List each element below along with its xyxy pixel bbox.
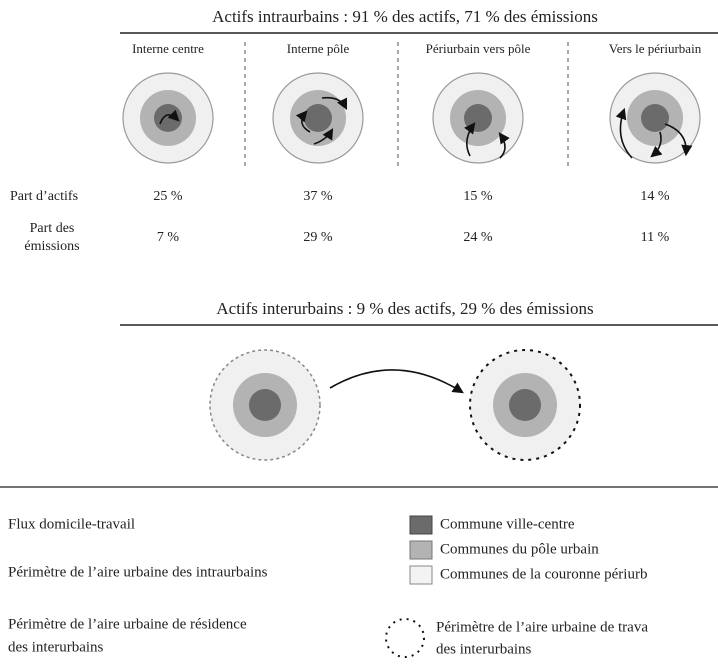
column-header: Périurbain vers pôle xyxy=(426,41,531,56)
legend-label: Périmètre de l’aire urbaine de trava xyxy=(436,619,648,635)
legend-label: Périmètre de l’aire urbaine de résidence xyxy=(8,616,247,632)
share-value: 37 % xyxy=(303,189,333,204)
legend-label: Communes du pôle urbain xyxy=(440,541,599,557)
share-value: 11 % xyxy=(641,230,670,245)
column-header: Interne pôle xyxy=(287,41,350,56)
share-value: 14 % xyxy=(640,189,670,204)
share-value: 15 % xyxy=(463,189,493,204)
row-label: Part d’actifs xyxy=(10,189,78,204)
legend-label: Flux domicile-travail xyxy=(8,516,135,532)
share-value: 29 % xyxy=(303,230,333,245)
legend-label: Commune ville-centre xyxy=(440,516,575,532)
section-title: Actifs interurbains : 9 % des actifs, 29… xyxy=(216,299,593,318)
schemes xyxy=(122,72,701,164)
legend-label: des interurbains xyxy=(436,641,532,657)
section-title: Actifs intraurbains : 91 % des actifs, 7… xyxy=(212,7,598,26)
share-value: 24 % xyxy=(463,230,493,245)
legend-label: Communes de la couronne périurb xyxy=(440,566,647,582)
row-label: émissions xyxy=(24,239,79,254)
separators xyxy=(244,42,569,170)
legend-label: des interurbains xyxy=(8,639,104,655)
column-header: Vers le périurbain xyxy=(609,41,702,56)
legend-swatches xyxy=(385,515,433,658)
column-header: Interne centre xyxy=(132,41,204,56)
share-value: 7 % xyxy=(157,230,180,245)
inter-scheme xyxy=(209,349,581,461)
row-label: Part des xyxy=(30,221,75,236)
legend-label: Périmètre de l’aire urbaine des intraurb… xyxy=(8,564,268,580)
share-value: 25 % xyxy=(153,189,183,204)
